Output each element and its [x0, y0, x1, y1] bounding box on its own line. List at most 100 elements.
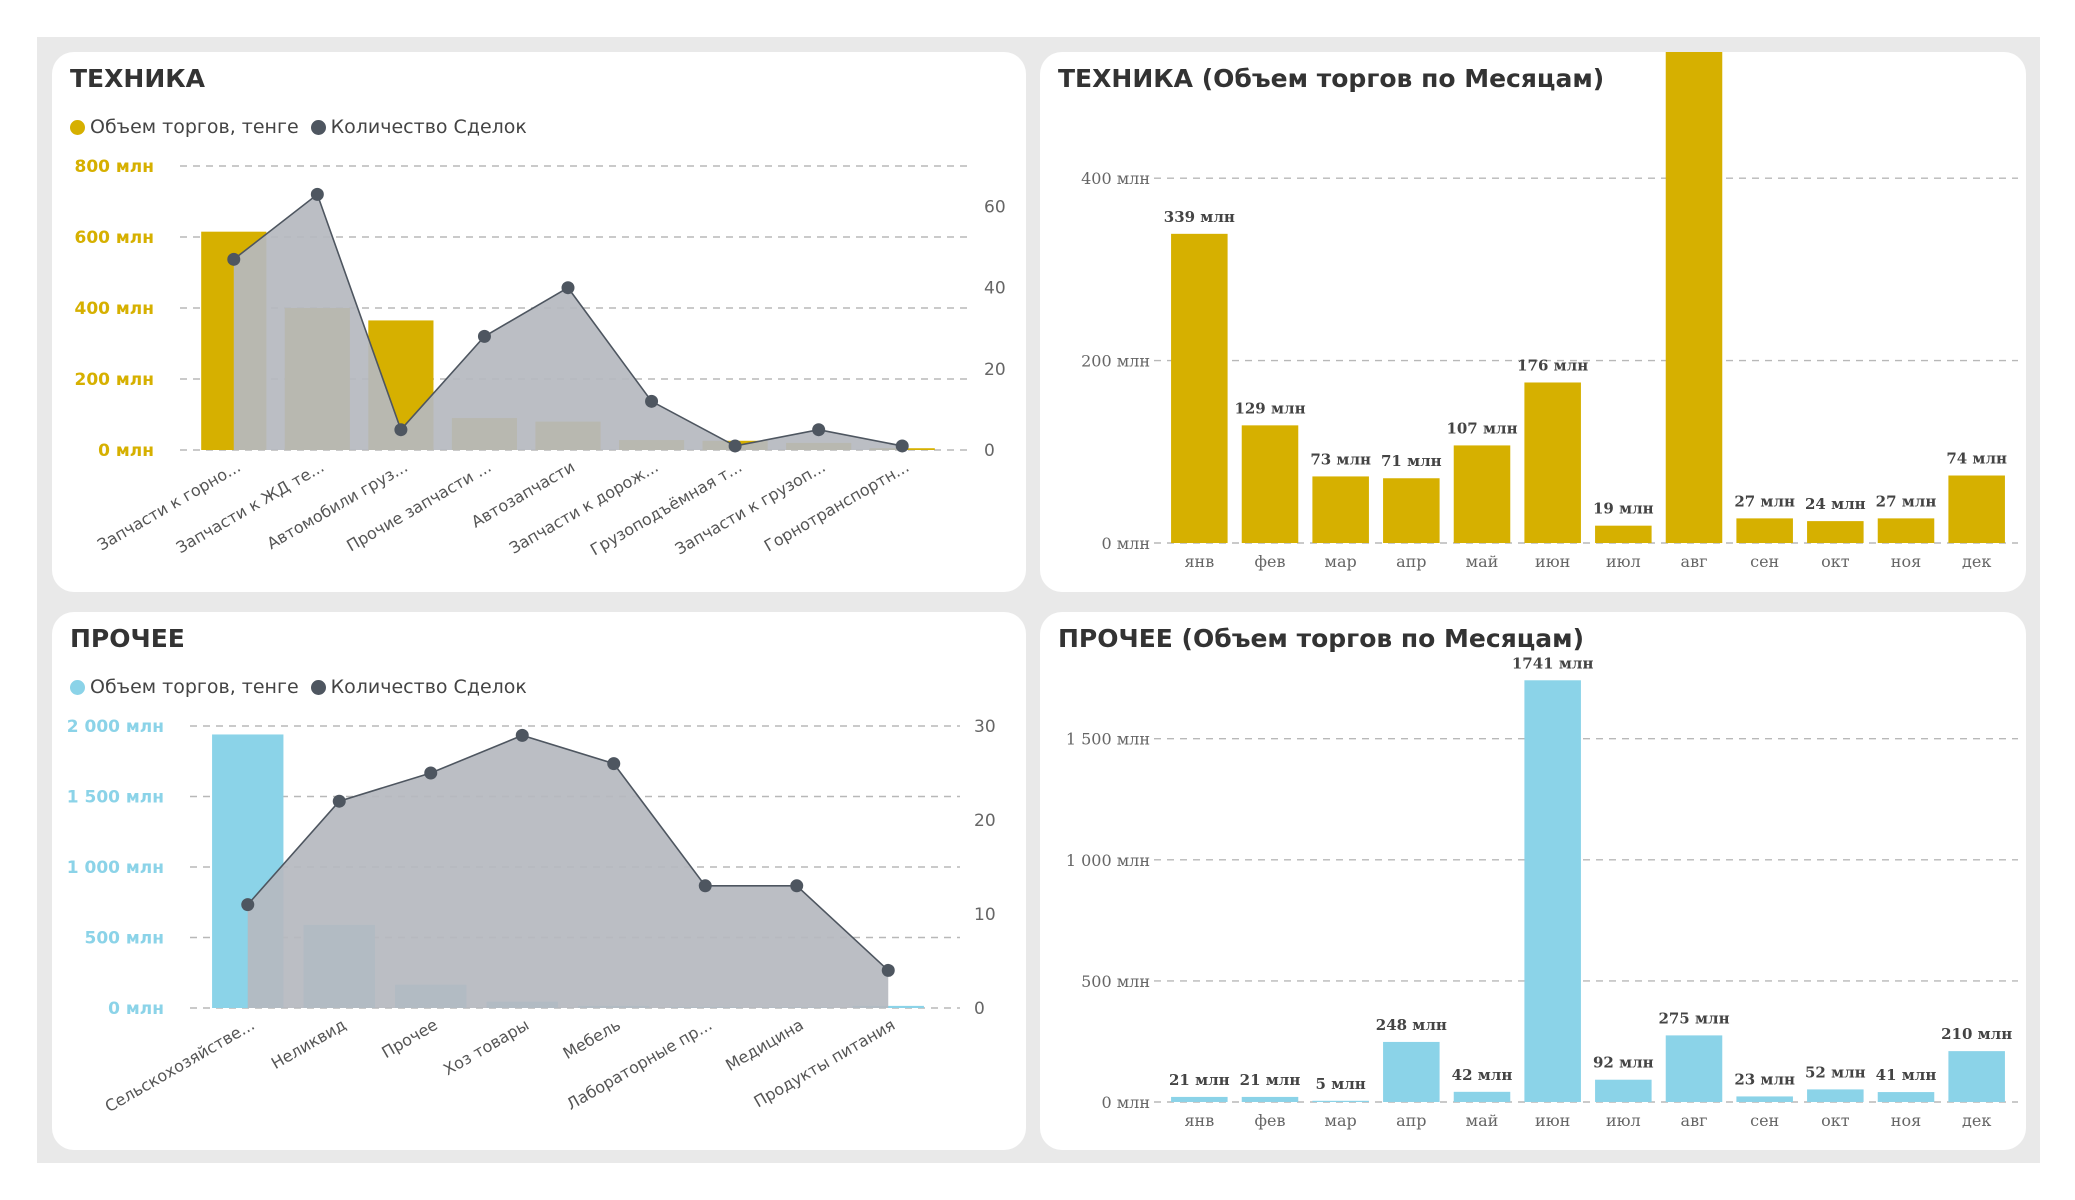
y-tick-left: 2 000 млн — [67, 717, 164, 737]
data-label: 27 млн — [1734, 492, 1795, 510]
x-month-label: янв — [1184, 1111, 1214, 1130]
bar-month — [1595, 1079, 1652, 1102]
legend-item-volume[interactable]: Объем торгов, тенге — [70, 676, 299, 698]
y-tick: 1 500 млн — [1066, 730, 1150, 749]
x-month-label: авг — [1681, 552, 1708, 571]
data-label: 339 млн — [1164, 208, 1235, 226]
x-month-label: ноя — [1891, 552, 1921, 571]
bar-month — [1807, 521, 1864, 543]
point-deals — [332, 794, 346, 808]
point-deals — [515, 728, 529, 742]
x-month-label: фев — [1255, 552, 1286, 571]
bar-month — [1524, 680, 1581, 1102]
bar-month — [1241, 425, 1299, 543]
x-month-label: мар — [1325, 1111, 1357, 1130]
data-label: 27 млн — [1876, 492, 1937, 510]
data-label: 42 млн — [1452, 1066, 1513, 1084]
x-category-label: Грузоподъёмная т... — [587, 457, 745, 559]
legend-dot-deals — [310, 679, 326, 695]
chart-technika-categories: 0 млн 200 млн 400 млн 600 млн 800 млн 0 20 40 60… — [75, 157, 1006, 559]
bar-month — [1171, 1096, 1228, 1102]
data-label: 210 млн — [1941, 1025, 2012, 1043]
x-month-label: сен — [1750, 1111, 1779, 1130]
x-month-label: ноя — [1891, 1111, 1921, 1130]
legend-item-deals[interactable]: Количество Сделок — [310, 676, 527, 698]
bar-month — [1453, 1091, 1511, 1102]
point-deals — [227, 252, 241, 266]
x-month-label: июн — [1535, 1111, 1570, 1130]
bar-month — [1877, 518, 1935, 543]
x-month-label: мар — [1325, 552, 1357, 571]
chart-prochee-months: 0 млн 500 млн 1 000 млн 1 500 млн 21 млн янв 2… — [1066, 654, 2018, 1130]
x-month-label: янв — [1184, 552, 1214, 571]
bar-month — [1665, 1035, 1723, 1102]
x-month-label: июн — [1535, 552, 1570, 571]
x-month-label: авг — [1681, 1111, 1708, 1130]
y-tick: 500 млн — [1081, 972, 1150, 991]
legend-dot-volume — [70, 119, 85, 135]
x-month-label: дек — [1962, 1111, 1991, 1130]
data-label: 74 млн — [1946, 450, 2007, 468]
bar-month — [1312, 476, 1369, 543]
x-category-label: Медицина — [722, 1015, 807, 1075]
bar-month — [1807, 1089, 1864, 1102]
bar-month — [1948, 1051, 2005, 1102]
point-deals — [241, 898, 255, 912]
bar-month — [1312, 1100, 1369, 1102]
legend-dot-deals — [310, 119, 326, 135]
point-deals — [645, 394, 659, 408]
bar-month — [1877, 1092, 1935, 1102]
data-label: 21 млн — [1169, 1071, 1230, 1089]
chart-technika-months: 0 млн 200 млн 400 млн 339 млн янв 129 млн фев 7… — [1081, 52, 2018, 571]
y-tick-left: 0 млн — [98, 441, 154, 461]
chart-title: ПРОЧЕЕ — [70, 624, 185, 653]
area-deals — [247, 735, 889, 1008]
x-category-label: Запчасти к дорож... — [506, 457, 662, 558]
x-month-label: май — [1466, 1111, 1499, 1130]
panel-prochee-categories: ПРОЧЕЕ Объем торгов, тенге Количество Сд… — [52, 612, 1026, 1150]
bar-month — [1948, 475, 2005, 543]
bar-month — [1383, 1041, 1440, 1102]
y-tick-right: 0 — [984, 441, 995, 461]
panel-technika-months: ТЕХНИКА (Объем торгов по Месяцам) 0 млн 2… — [1040, 52, 2026, 592]
bar-month — [1241, 1096, 1299, 1102]
data-label: 52 млн — [1805, 1063, 1866, 1081]
y-tick-right: 20 — [984, 360, 1006, 380]
y-tick: 1 000 млн — [1066, 851, 1150, 870]
x-month-label: окт — [1821, 1111, 1850, 1130]
bar-month — [1453, 445, 1511, 543]
x-category-label: Неликвид — [268, 1015, 349, 1073]
point-deals — [790, 879, 804, 893]
legend-label-deals: Количество Сделок — [330, 116, 527, 138]
bar-month — [1736, 518, 1793, 543]
point-deals — [881, 963, 895, 977]
point-deals — [424, 766, 438, 780]
legend-item-deals[interactable]: Количество Сделок — [310, 116, 527, 138]
data-label: 1741 млн — [1512, 654, 1594, 672]
y-tick-right: 10 — [974, 905, 996, 925]
data-label: 71 млн — [1381, 452, 1442, 470]
x-category-label: Горнотранспортн... — [761, 457, 912, 555]
y-tick: 0 млн — [1101, 534, 1150, 553]
chart-title: ТЕХНИКА — [70, 64, 206, 93]
x-month-label: июл — [1606, 1111, 1641, 1130]
data-label: 73 млн — [1310, 450, 1371, 468]
point-deals — [895, 439, 909, 453]
data-label: 23 млн — [1734, 1070, 1795, 1088]
point-deals — [310, 187, 324, 201]
x-month-label: дек — [1962, 552, 1991, 571]
legend-label-deals: Количество Сделок — [330, 676, 527, 698]
line-deals — [247, 734, 889, 971]
y-tick-right: 40 — [984, 279, 1006, 299]
y-tick-left: 1 500 млн — [67, 788, 164, 808]
y-tick: 400 млн — [1081, 169, 1150, 188]
x-month-label: фев — [1255, 1111, 1286, 1130]
chart-legend: Объем торгов, тенге Количество Сделок — [70, 116, 539, 138]
x-category-label: Хоз товары — [440, 1015, 532, 1079]
bar-month — [1524, 382, 1581, 543]
y-tick: 0 млн — [1101, 1093, 1150, 1112]
legend-item-volume[interactable]: Объем торгов, тенге — [70, 116, 299, 138]
point-deals — [728, 439, 742, 453]
data-label: 19 млн — [1593, 500, 1654, 518]
x-month-label: июл — [1606, 552, 1641, 571]
